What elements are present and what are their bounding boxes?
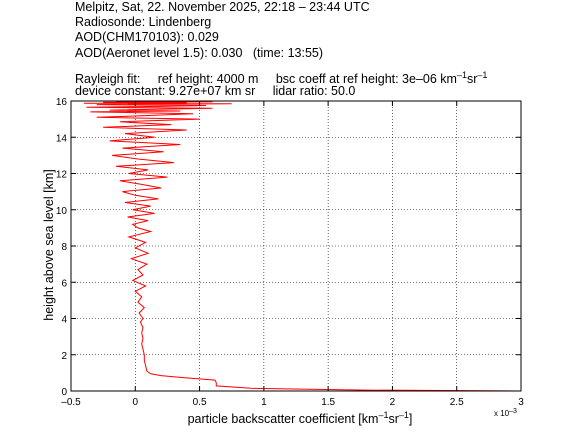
- y-tick-label: 4: [61, 315, 67, 326]
- tick-marks: [70, 100, 522, 392]
- y-tick-label: 2: [61, 351, 67, 362]
- x-tick-label: 0: [133, 397, 139, 408]
- x-multiplier-label: x 10–3: [494, 408, 517, 418]
- backscatter-profile-line: [83, 100, 522, 392]
- device-constant-label: device constant: 9.27e+07 km sr: [75, 84, 256, 98]
- x-axis-label: particle backscatter coefficient [km–1sr…: [188, 410, 413, 426]
- ref-height-label: ref height: 4000 m: [157, 72, 259, 87]
- y-axis-label: height above sea level [km]: [42, 169, 56, 320]
- x-tick-label: 2.5: [450, 397, 464, 408]
- y-tick-label: 10: [56, 206, 68, 217]
- x-tick-label: 0.5: [193, 397, 207, 408]
- y-tick-label: 8: [61, 242, 67, 253]
- x-tick-label: 1: [261, 397, 267, 408]
- x-tick-label: –0.5: [61, 397, 81, 408]
- y-tick-label: 12: [56, 170, 68, 181]
- y-tick-label: 14: [56, 133, 68, 144]
- y-tick-label: 0: [61, 387, 67, 398]
- x-tick-label: 3: [518, 397, 524, 408]
- device-constant-row: device constant: 9.27e+07 km sr lidar ra…: [75, 84, 355, 99]
- location-date-title: Melpitz, Sat, 22. November 2025, 22:18 –…: [75, 0, 370, 14]
- rayleigh-fit-label: Rayleigh fit:: [75, 72, 141, 87]
- profile-line-layer: [83, 100, 522, 392]
- y-tick-label: 16: [56, 97, 68, 108]
- aod-chm-label: AOD(CHM170103): 0.029: [75, 30, 219, 44]
- bsc-coeff-label: bsc coeff at ref height: 3e–06 km–1sr–1: [275, 70, 488, 87]
- x-tick-label: 1.5: [321, 397, 335, 408]
- grid-lines: [71, 101, 521, 391]
- aod-aeronet-label: AOD(Aeronet level 1.5): 0.030 (time: 13:…: [75, 46, 324, 60]
- rayleigh-fit-row: Rayleigh fit: ref height: 4000 m bsc coe…: [75, 68, 487, 87]
- radiosonde-label: Radiosonde: Lindenberg: [75, 15, 212, 29]
- lidar-ratio-label: lidar ratio: 50.0: [272, 84, 356, 98]
- y-tick-label: 6: [61, 278, 67, 289]
- x-tick-label: 2: [390, 397, 396, 408]
